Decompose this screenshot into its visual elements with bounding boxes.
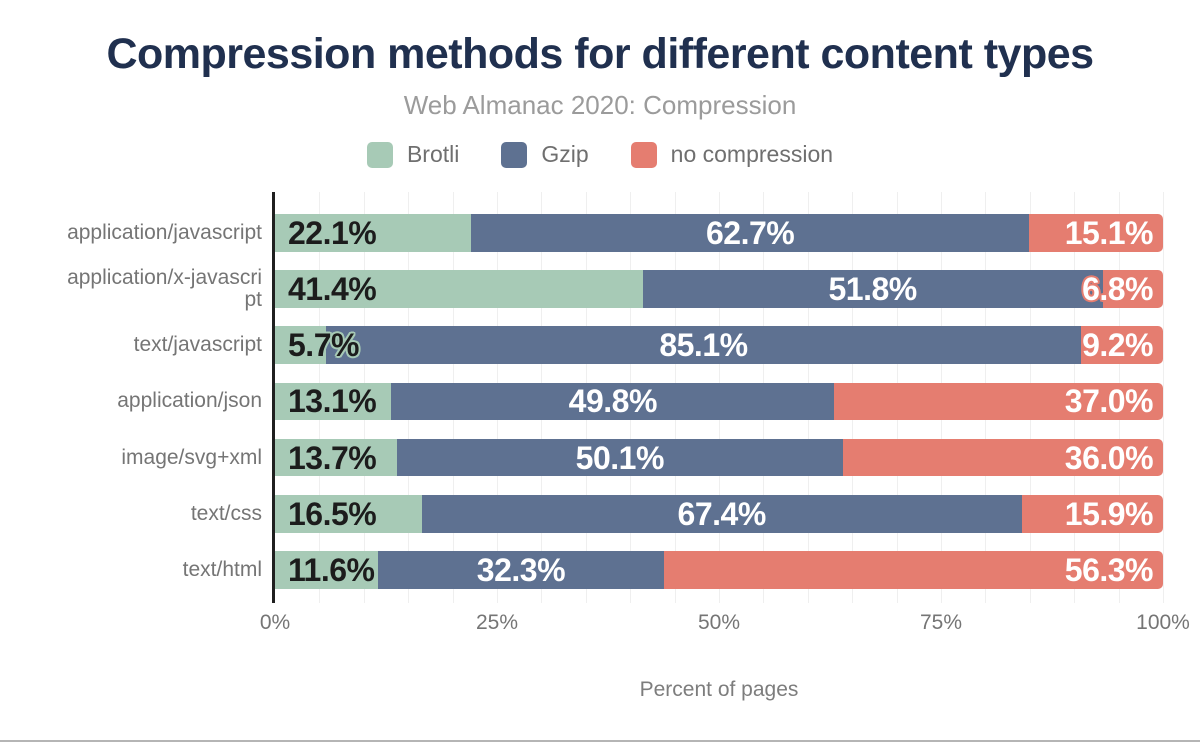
bar-row-application-json: 13.1% 49.8% 37.0%	[275, 382, 1163, 421]
y-axis-line	[272, 192, 275, 603]
bar-row-application-x-javascript: 41.4% 51.8% 6.8%	[275, 270, 1163, 308]
bar-row-application-javascript: 22.1% 62.7% 15.1%	[275, 214, 1163, 252]
bar-row-text-css: 16.5% 67.4% 15.9%	[275, 495, 1163, 533]
bar-segment-brotli[interactable]: 22.1%	[275, 214, 472, 252]
value-label: 51.8%	[828, 270, 918, 307]
bar-segment-gzip[interactable]: 85.1%	[325, 326, 1082, 364]
chart-title: Compression methods for different conten…	[106, 30, 1094, 78]
bar-segment-gzip[interactable]: 62.7%	[471, 214, 1029, 252]
value-label: 6.8%	[1082, 270, 1153, 307]
value-label: 49.8%	[568, 383, 658, 420]
value-label: 67.4%	[677, 495, 767, 532]
value-label: 56.3%	[1064, 551, 1154, 588]
category-label: application/x-javascript	[67, 265, 262, 311]
legend-label-gzip: Gzip	[541, 141, 589, 167]
bar-segment-gzip[interactable]: 50.1%	[396, 438, 843, 477]
x-tick-label: 50%	[697, 611, 741, 634]
legend-label-brotli: Brotli	[406, 141, 460, 167]
bar-segment-gzip[interactable]: 49.8%	[391, 382, 835, 421]
value-label: 36.0%	[1064, 439, 1154, 476]
value-label: 50.1%	[575, 439, 665, 476]
value-label: 37.0%	[1064, 383, 1154, 420]
x-tick-label: 0%	[259, 611, 291, 634]
value-label: 5.7%	[288, 327, 359, 364]
figure-bottom-border	[0, 740, 1200, 742]
x-tick-label: 100%	[1136, 611, 1190, 634]
x-tick-label: 75%	[919, 611, 963, 634]
x-axis-tick-labels: 0% 25% 50% 75% 100%	[260, 611, 1190, 637]
bar-segment-brotli[interactable]: 5.7%	[275, 326, 359, 364]
chart-subtitle: Web Almanac 2020: Compression	[403, 90, 797, 120]
value-label: 85.1%	[659, 327, 748, 364]
bar-segment-no-compression[interactable]: 56.3%	[664, 551, 1163, 589]
bar-segment-brotli[interactable]: 13.7%	[275, 438, 397, 477]
value-label: 16.5%	[288, 495, 377, 532]
x-tick-label: 25%	[475, 611, 519, 634]
bar-segment-no-compression[interactable]: 9.2%	[1081, 326, 1163, 364]
bar-segment-gzip[interactable]: 67.4%	[421, 495, 1022, 533]
category-label: image/svg+xml	[121, 445, 262, 469]
value-label: 15.9%	[1064, 495, 1154, 532]
bar-segment-no-compression[interactable]: 36.0%	[842, 438, 1164, 477]
value-label: 62.7%	[705, 214, 795, 251]
bar-row-text-html: 11.6% 32.3% 56.3%	[275, 551, 1163, 589]
plot-area: 22.1% 62.7% 15.1% 41.4% 51.8% 6.8% 5.7% 85.1% 9.…	[272, 192, 1164, 603]
bar-segment-brotli[interactable]: 13.1%	[275, 382, 392, 421]
gzip-swatch-icon	[501, 141, 528, 168]
category-label: text/javascript	[133, 333, 262, 357]
legend-item-brotli: Brotli	[366, 141, 460, 168]
value-label: 32.3%	[476, 551, 566, 588]
bar-segment-no-compression[interactable]: 15.9%	[1021, 495, 1163, 533]
gridline	[1163, 192, 1164, 603]
value-label: 11.6%	[288, 551, 375, 588]
bar-segment-no-compression[interactable]: 37.0%	[834, 382, 1163, 421]
bar-segment-gzip[interactable]: 51.8%	[642, 270, 1103, 308]
value-label: 13.1%	[288, 383, 377, 420]
value-label: 13.7%	[288, 439, 377, 476]
category-label: text/html	[182, 557, 262, 581]
bar-row-image-svg-xml: 13.7% 50.1% 36.0%	[275, 438, 1164, 477]
value-label: 9.2%	[1082, 327, 1153, 364]
value-label: 22.1%	[288, 214, 377, 251]
bar-segment-brotli[interactable]: 11.6%	[275, 551, 378, 589]
no-compression-swatch-icon	[630, 141, 657, 168]
bar-segment-no-compression[interactable]: 15.1%	[1028, 214, 1163, 252]
legend-label-no-compression: no compression	[670, 141, 834, 167]
brotli-swatch-icon	[366, 141, 393, 168]
legend: Brotli Gzip no compression	[0, 141, 1200, 168]
bar-segment-no-compression[interactable]: 6.8%	[1082, 270, 1163, 308]
bar-segment-brotli[interactable]: 41.4%	[275, 270, 643, 308]
bar-row-text-javascript: 5.7% 85.1% 9.2%	[275, 326, 1163, 364]
bar-segment-brotli[interactable]: 16.5%	[275, 495, 422, 533]
legend-item-no-compression: no compression	[630, 141, 834, 168]
category-label: application/json	[117, 389, 262, 413]
value-label: 41.4%	[288, 270, 377, 307]
value-label: 15.1%	[1064, 214, 1154, 251]
y-axis-category-labels: application/javascript application/x-java…	[62, 192, 262, 603]
x-axis-title: Percent of pages	[639, 678, 799, 701]
legend-item-gzip: Gzip	[501, 141, 589, 168]
category-label: application/javascript	[67, 220, 262, 244]
category-label: text/css	[190, 501, 262, 525]
bar-segment-gzip[interactable]: 32.3%	[377, 551, 665, 589]
